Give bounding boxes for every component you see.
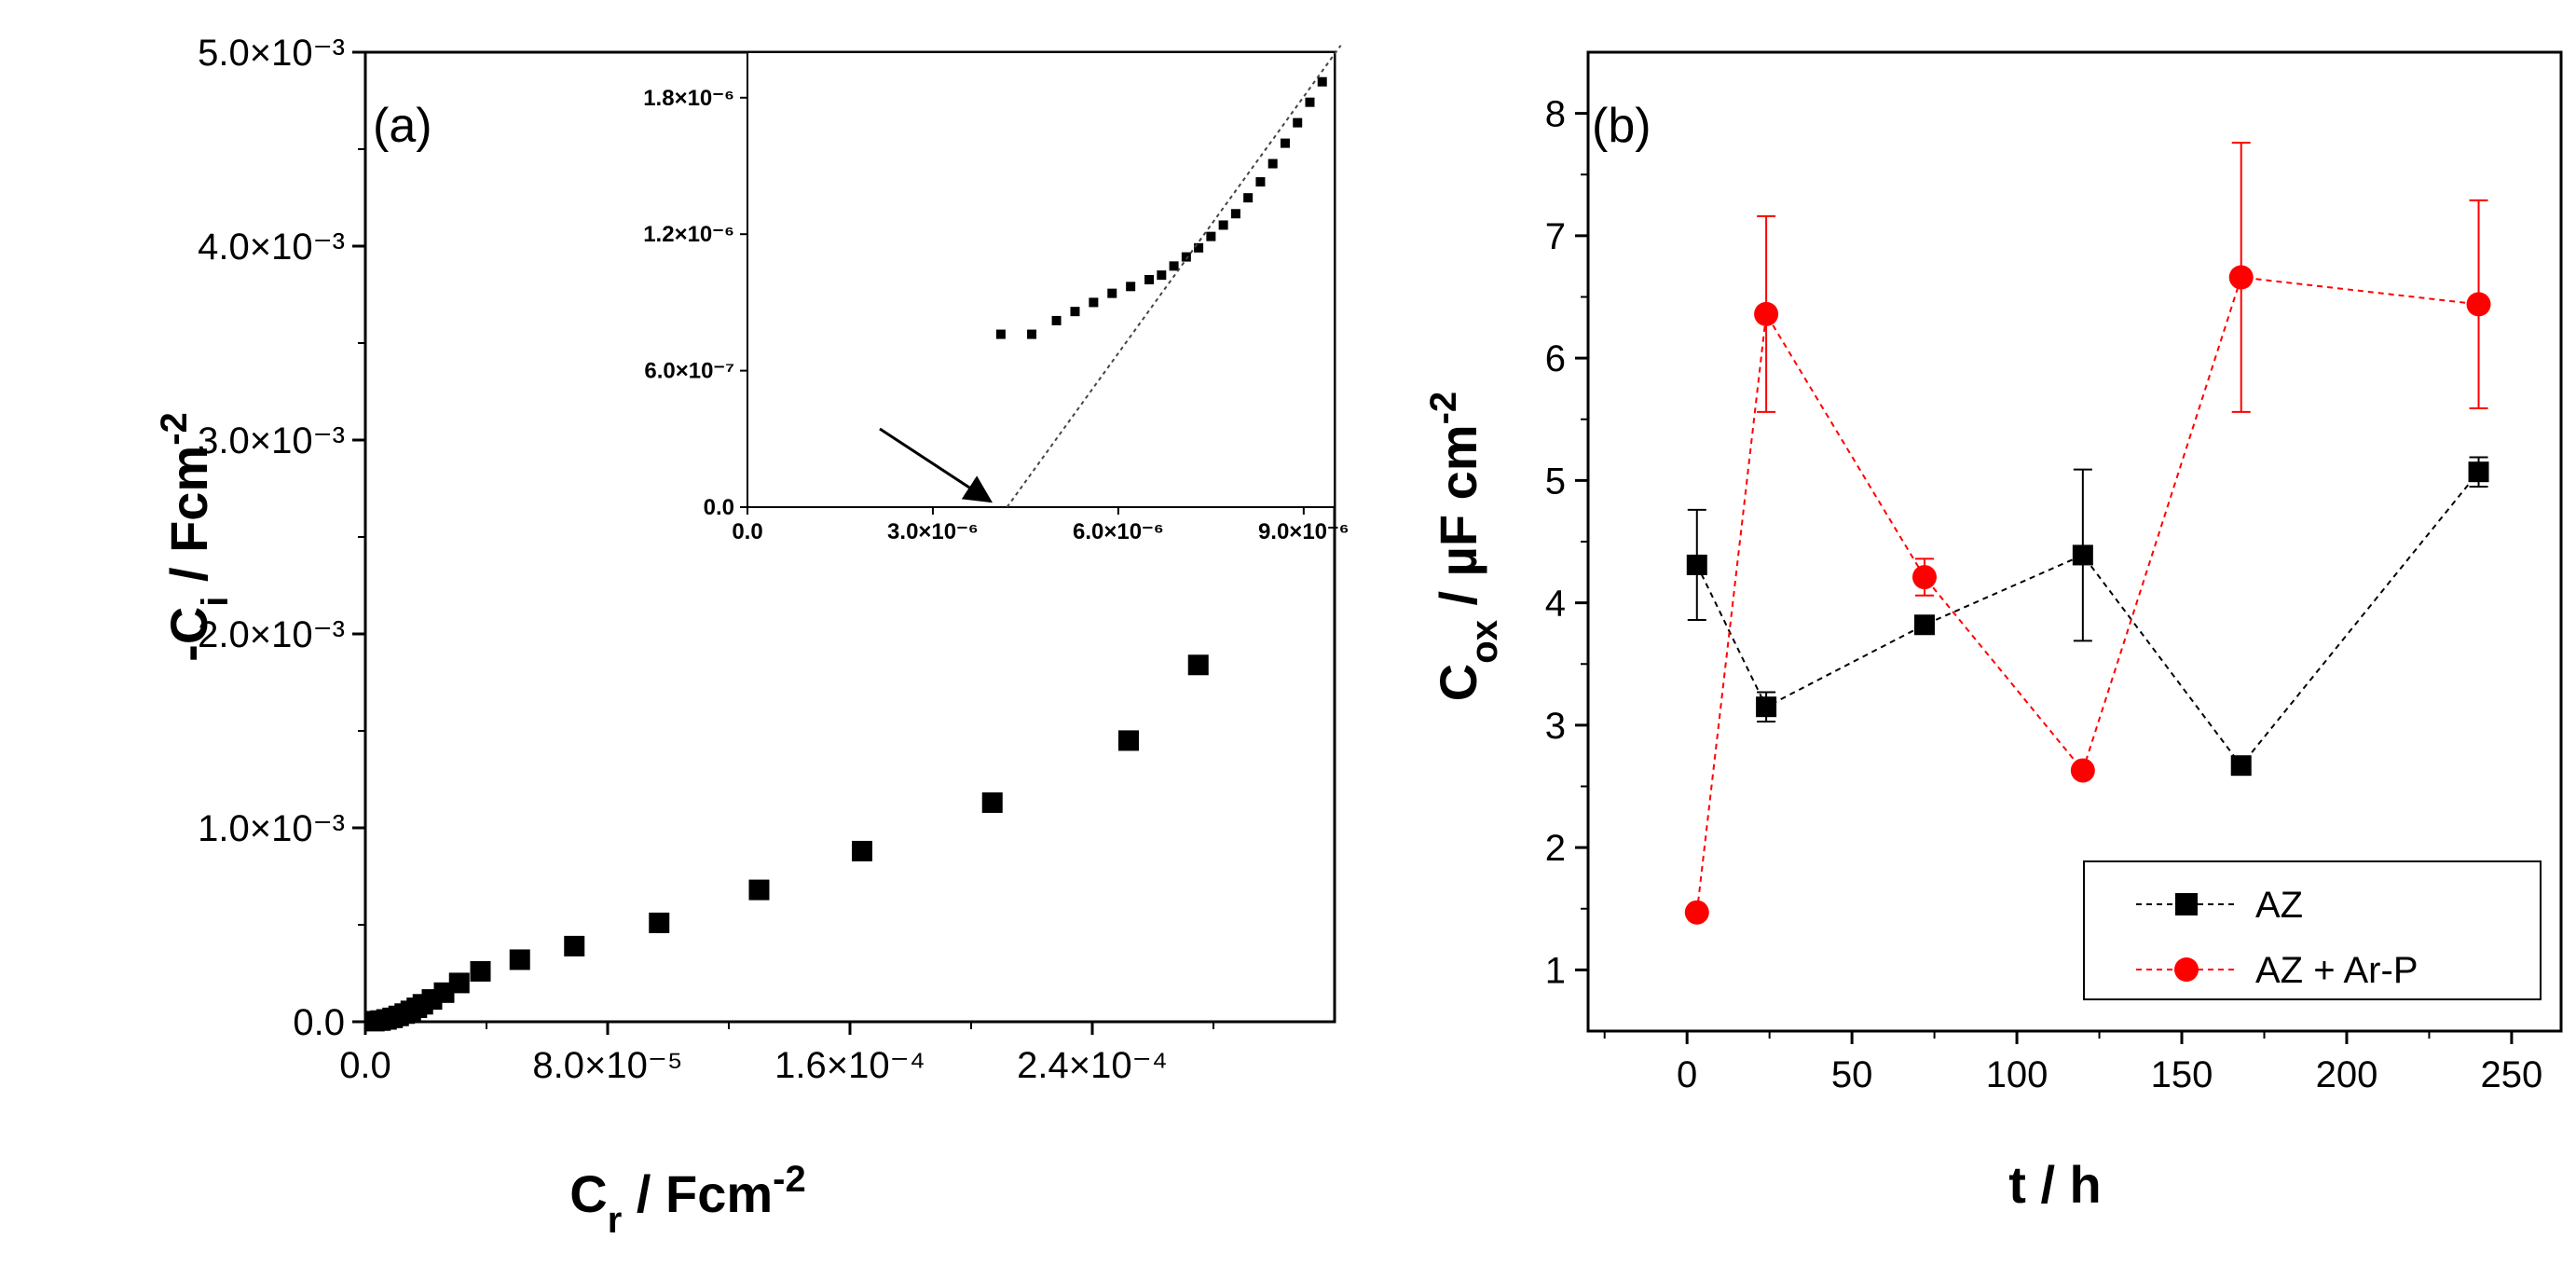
inset-data-point — [1305, 97, 1315, 107]
data-point — [1754, 301, 1779, 326]
panel-b-y-tick-label: 8 — [1545, 94, 1566, 135]
panel-b-label: (b) — [1592, 99, 1651, 153]
panel-b-chart: (b) 0 50 100 150 200 250 1 2 3 4 5 6 7 8 Cox / µF cm-… — [1423, 50, 2563, 1214]
panel-a-chart: (a) 0.0 8.0×10⁻⁵ 1.6×10⁻⁴ 2.4×10⁻⁴ 0.0 1.0×10… — [154, 33, 1350, 1241]
panel-a-y-axis-label: -Ci / Fcm-2 — [154, 412, 236, 662]
series-az — [1686, 456, 2489, 777]
panel-a-x-tick-label: 1.6×10⁻⁴ — [774, 1045, 925, 1086]
inset-data-point — [1157, 270, 1167, 281]
inset-x-tick-label: 9.0×10⁻⁶ — [1258, 519, 1350, 544]
panel-a-y-tick-label: 4.0×10⁻³ — [198, 227, 345, 268]
inset-fit-line — [1006, 45, 1342, 508]
legend-marker-az-arp — [2174, 957, 2199, 982]
panel-b-y-axis-label: Cox / µF cm-2 — [1423, 392, 1505, 701]
panel-b-y-tick-label: 3 — [1545, 706, 1566, 747]
legend-label-az-arp: AZ + Ar-P — [2255, 950, 2418, 991]
inset-y-tick-label: 6.0×10⁻⁷ — [644, 359, 734, 384]
data-point — [1913, 614, 1935, 636]
inset-data-point — [1126, 282, 1136, 292]
inset-data-point — [1144, 275, 1155, 284]
data-point — [1684, 900, 1709, 925]
panel-b-x-tick-label: 150 — [2151, 1054, 2213, 1095]
panel-b-y-tick-label: 6 — [1545, 338, 1566, 379]
data-point — [2468, 461, 2489, 483]
inset-data-point — [1027, 329, 1037, 339]
inset-x-tick-label: 0.0 — [732, 519, 762, 544]
inset-intercept-arrow — [879, 427, 993, 503]
panel-a-data-point — [981, 791, 1003, 813]
data-point — [1756, 696, 1777, 718]
inset-x-tick-label: 3.0×10⁻⁶ — [887, 519, 979, 544]
legend-box — [2083, 860, 2542, 1000]
series-line — [1695, 471, 2480, 767]
panel-a-data-point — [649, 912, 670, 933]
panel-a-data-point — [470, 960, 491, 982]
panel-a-data-point — [564, 935, 585, 956]
panel-a-data-point — [448, 972, 470, 994]
inset-data-point — [1293, 117, 1303, 128]
panel-a-y-tick-label: 5.0×10⁻³ — [198, 33, 345, 74]
panel-a-y-tick-label: 2.0×10⁻³ — [198, 614, 345, 655]
panel-a-x-axis-label: Cr / Fcm-2 — [569, 1159, 805, 1241]
panel-b-x-tick-label: 200 — [2316, 1054, 2378, 1095]
inset-data-point — [1206, 231, 1216, 241]
data-point — [2070, 758, 2095, 783]
data-point — [2228, 265, 2254, 290]
panel-b-y-tick-label: 5 — [1545, 461, 1566, 502]
inset-data-point — [1051, 315, 1062, 325]
inset-data-point — [1089, 297, 1099, 308]
panel-b-y-tick-label: 2 — [1545, 828, 1566, 869]
panel-b-legend: AZ AZ + Ar-P — [2083, 860, 2542, 1000]
data-point — [2072, 544, 2093, 566]
inset-data-point — [1181, 252, 1191, 262]
panel-a-data-point — [748, 879, 770, 901]
inset-data-point — [1255, 177, 1266, 187]
panel-b-y-tick-label: 7 — [1545, 216, 1566, 257]
panel-a-y-tick-label: 1.0×10⁻³ — [198, 808, 345, 849]
inset-data-point — [995, 329, 1006, 339]
panel-a-y-tick-label: 3.0×10⁻³ — [198, 420, 345, 461]
data-point — [2466, 292, 2491, 317]
series-line — [1695, 276, 2479, 913]
panel-a-data-point — [1118, 730, 1139, 751]
panel-a-data-point — [852, 840, 872, 861]
inset-data-point — [1267, 158, 1278, 169]
inset-y-tick-label: 1.8×10⁻⁶ — [643, 86, 734, 111]
inset-y-tick-label: 1.2×10⁻⁶ — [643, 222, 734, 247]
inset-frame — [747, 51, 1336, 508]
series-az-ar-p — [1684, 142, 2491, 925]
data-point — [1686, 554, 1707, 575]
inset-data-point — [1230, 209, 1240, 219]
inset-data-point — [1070, 307, 1080, 317]
panel-b-y-tick-label: 4 — [1545, 584, 1566, 625]
inset-data-point — [1169, 261, 1179, 271]
inset-data-point — [1243, 193, 1254, 203]
panel-b-y-tick-label: 1 — [1545, 950, 1566, 991]
panel-a-label: (a) — [373, 99, 432, 153]
panel-a-x-tick-label: 8.0×10⁻⁵ — [532, 1045, 682, 1086]
inset-data-point — [1218, 220, 1228, 230]
legend-label-az: AZ — [2255, 885, 2303, 926]
panel-b-x-tick-label: 50 — [1831, 1054, 1873, 1095]
panel-a-x-tick-label: 0.0 — [339, 1045, 391, 1086]
inset-data-point — [1107, 288, 1117, 298]
panel-a-x-tick-label: 2.4×10⁻⁴ — [1017, 1045, 1168, 1086]
inset-data-point — [1194, 242, 1204, 253]
panel-b-x-axis-label: t / h — [2008, 1155, 2102, 1214]
panel-a-data-point — [1187, 654, 1209, 676]
data-point — [2230, 755, 2252, 777]
panel-b-x-tick-label: 100 — [1986, 1054, 2048, 1095]
legend-marker-az — [2175, 893, 2198, 915]
panel-a-inset: 0.0 3.0×10⁻⁶ 6.0×10⁻⁶ 9.0×10⁻⁶ 0.0 6.0×10⁻⁷ 1.… — [643, 45, 1350, 544]
panel-a-data-point — [509, 949, 530, 970]
data-point — [1911, 565, 1937, 590]
panel-b-x-tick-label: 0 — [1677, 1054, 1697, 1095]
inset-x-tick-label: 6.0×10⁻⁶ — [1073, 519, 1164, 544]
inset-data-point — [1280, 138, 1290, 148]
panel-a-y-tick-label: 0.0 — [293, 1002, 345, 1043]
inset-y-tick-label: 0.0 — [704, 495, 734, 520]
panel-b-x-tick-label: 250 — [2481, 1054, 2543, 1095]
inset-data-point — [1317, 76, 1327, 87]
